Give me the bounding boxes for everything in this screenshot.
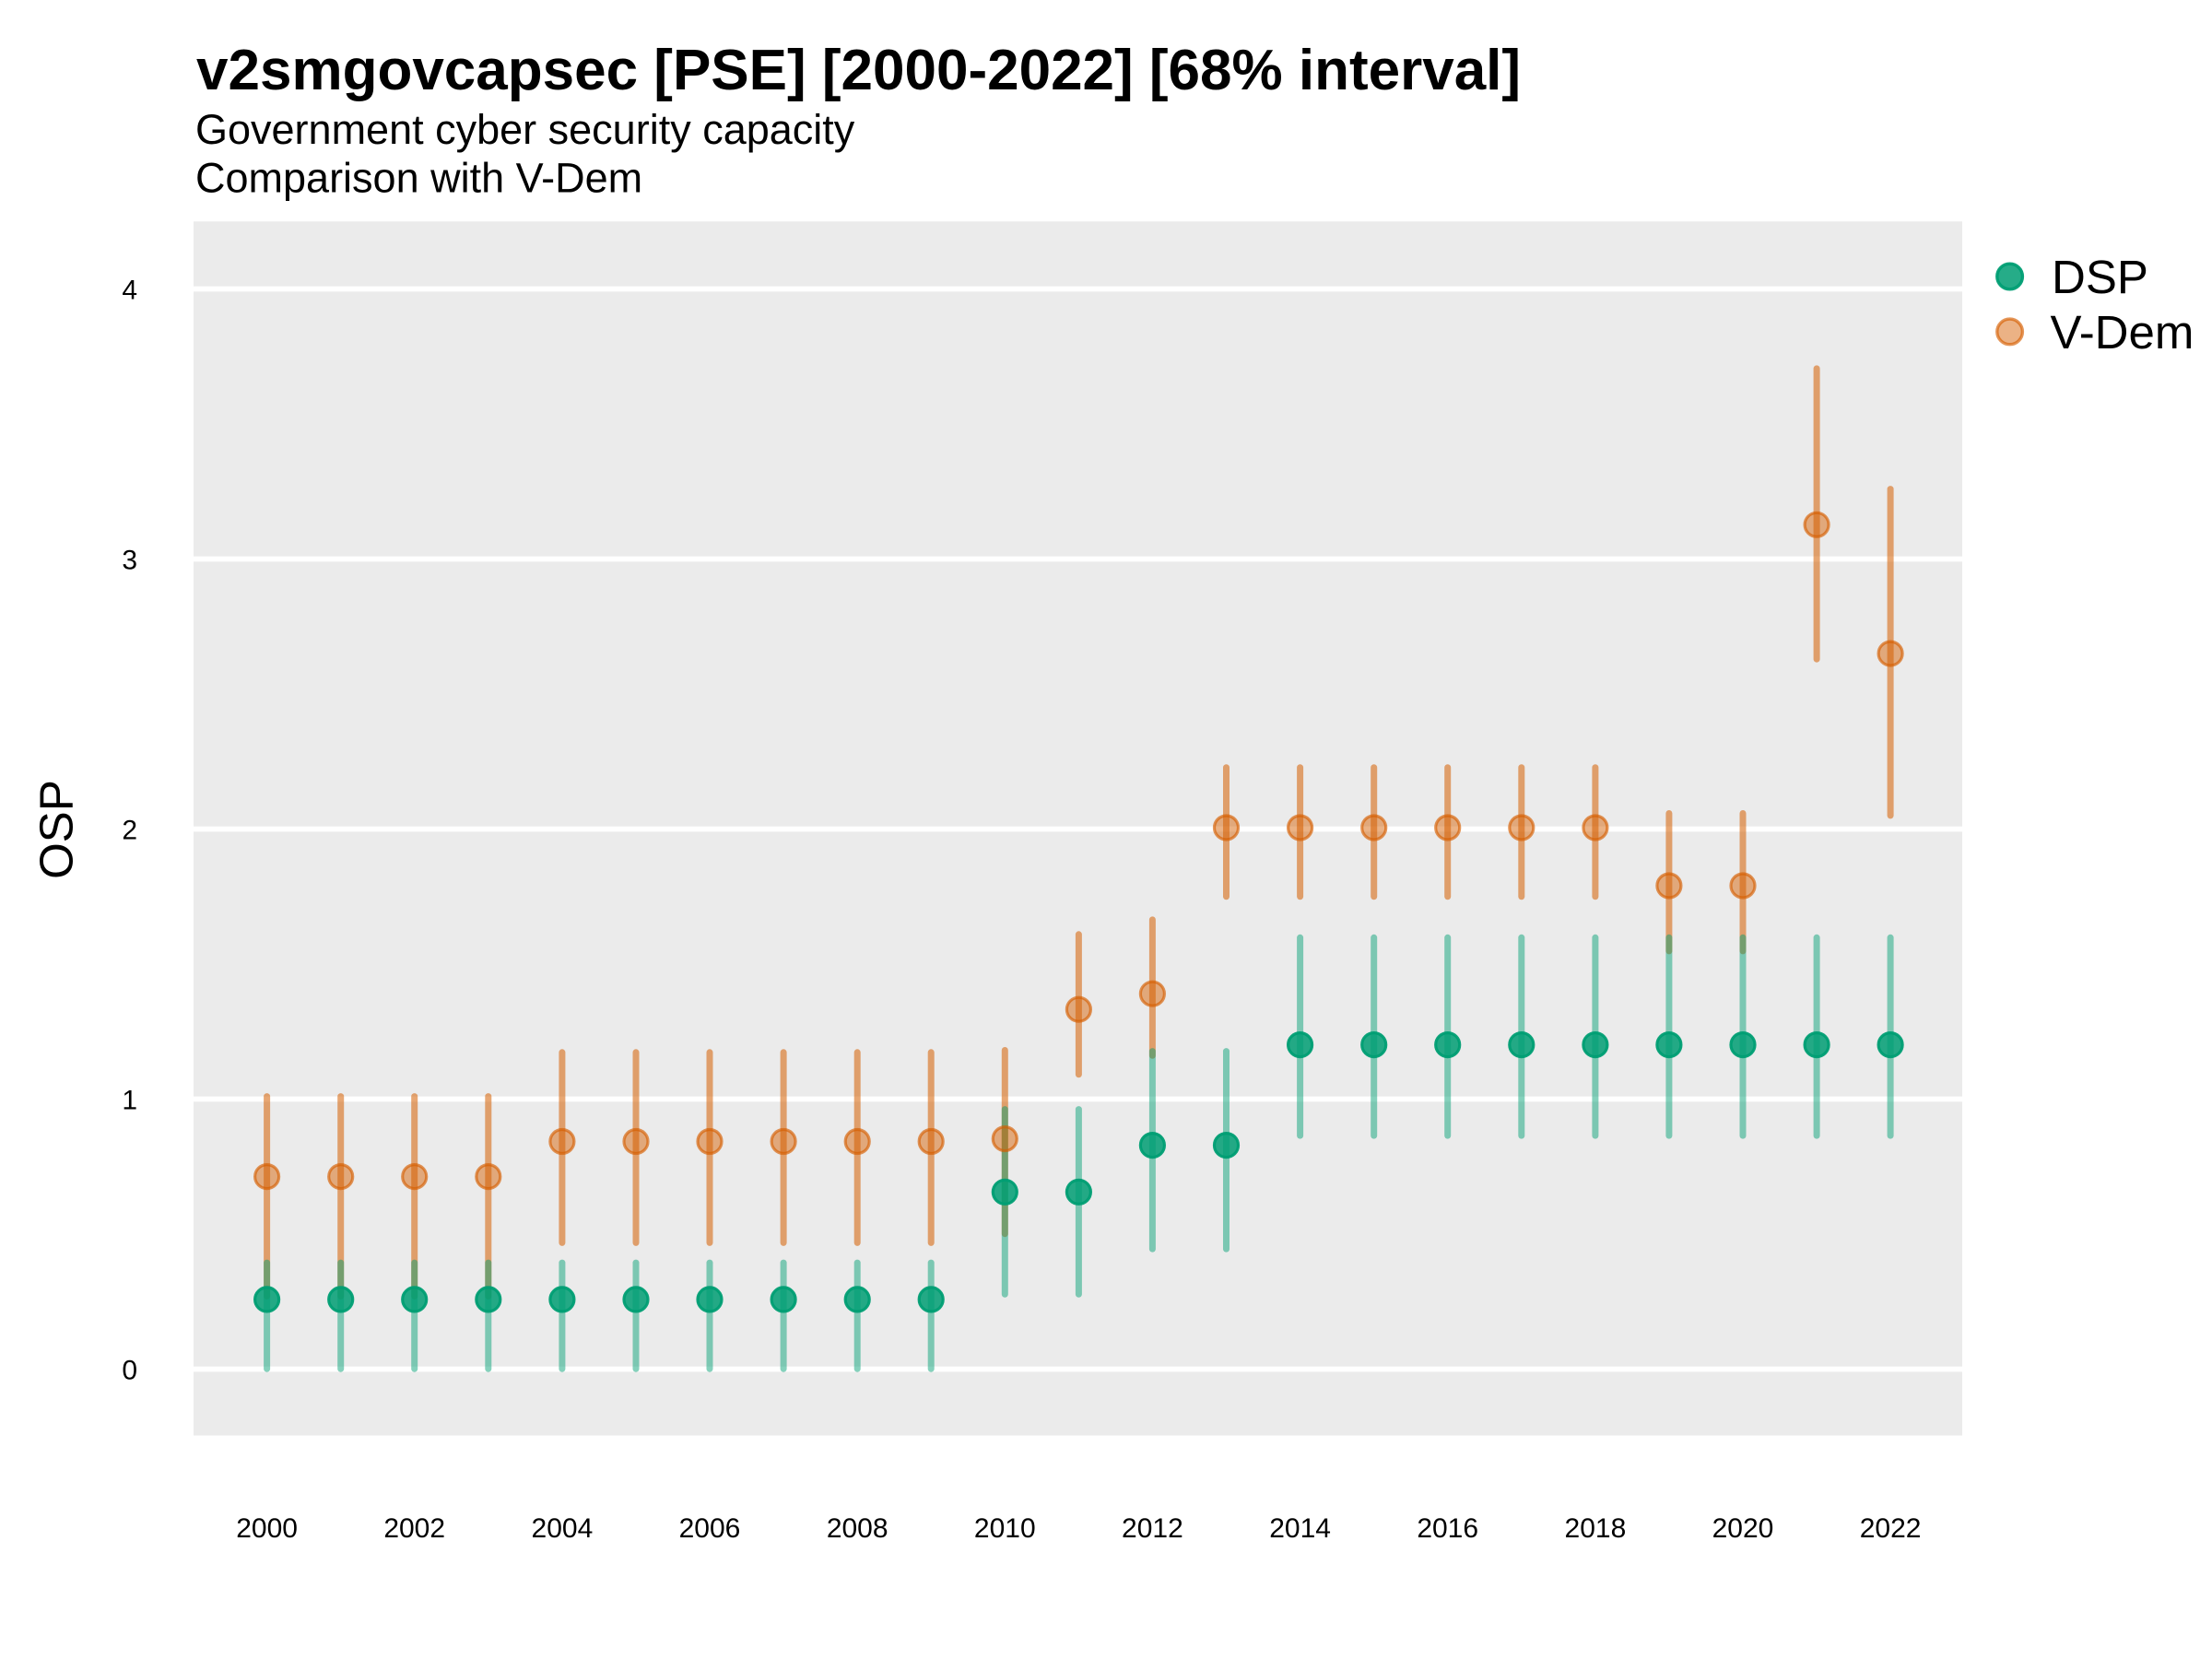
svg-text:2008: 2008	[827, 1513, 888, 1544]
svg-text:1: 1	[122, 1086, 137, 1116]
svg-text:2022: 2022	[1860, 1513, 1922, 1544]
svg-text:2018: 2018	[1565, 1513, 1627, 1544]
svg-text:2: 2	[122, 816, 137, 846]
svg-text:DSP: DSP	[2052, 251, 2148, 303]
svg-text:4: 4	[122, 276, 137, 306]
svg-text:2004: 2004	[532, 1513, 594, 1544]
svg-text:2006: 2006	[679, 1513, 741, 1544]
svg-text:Government cyber security capa: Government cyber security capacity	[195, 106, 855, 153]
svg-text:v2smgovcapsec [PSE] [2000-2022: v2smgovcapsec [PSE] [2000-2022] [68% int…	[196, 39, 1521, 102]
svg-text:2000: 2000	[236, 1513, 298, 1544]
svg-text:2014: 2014	[1269, 1513, 1331, 1544]
svg-text:OSP: OSP	[30, 780, 83, 879]
svg-text:2016: 2016	[1417, 1513, 1478, 1544]
svg-text:Comparison with V-Dem: Comparison with V-Dem	[195, 155, 642, 202]
svg-text:V-Dem: V-Dem	[2051, 306, 2194, 359]
svg-text:2020: 2020	[1712, 1513, 1774, 1544]
svg-text:2002: 2002	[383, 1513, 445, 1544]
svg-text:0: 0	[122, 1356, 137, 1386]
svg-text:2012: 2012	[1122, 1513, 1183, 1544]
svg-text:2010: 2010	[974, 1513, 1036, 1544]
svg-text:3: 3	[122, 546, 137, 576]
